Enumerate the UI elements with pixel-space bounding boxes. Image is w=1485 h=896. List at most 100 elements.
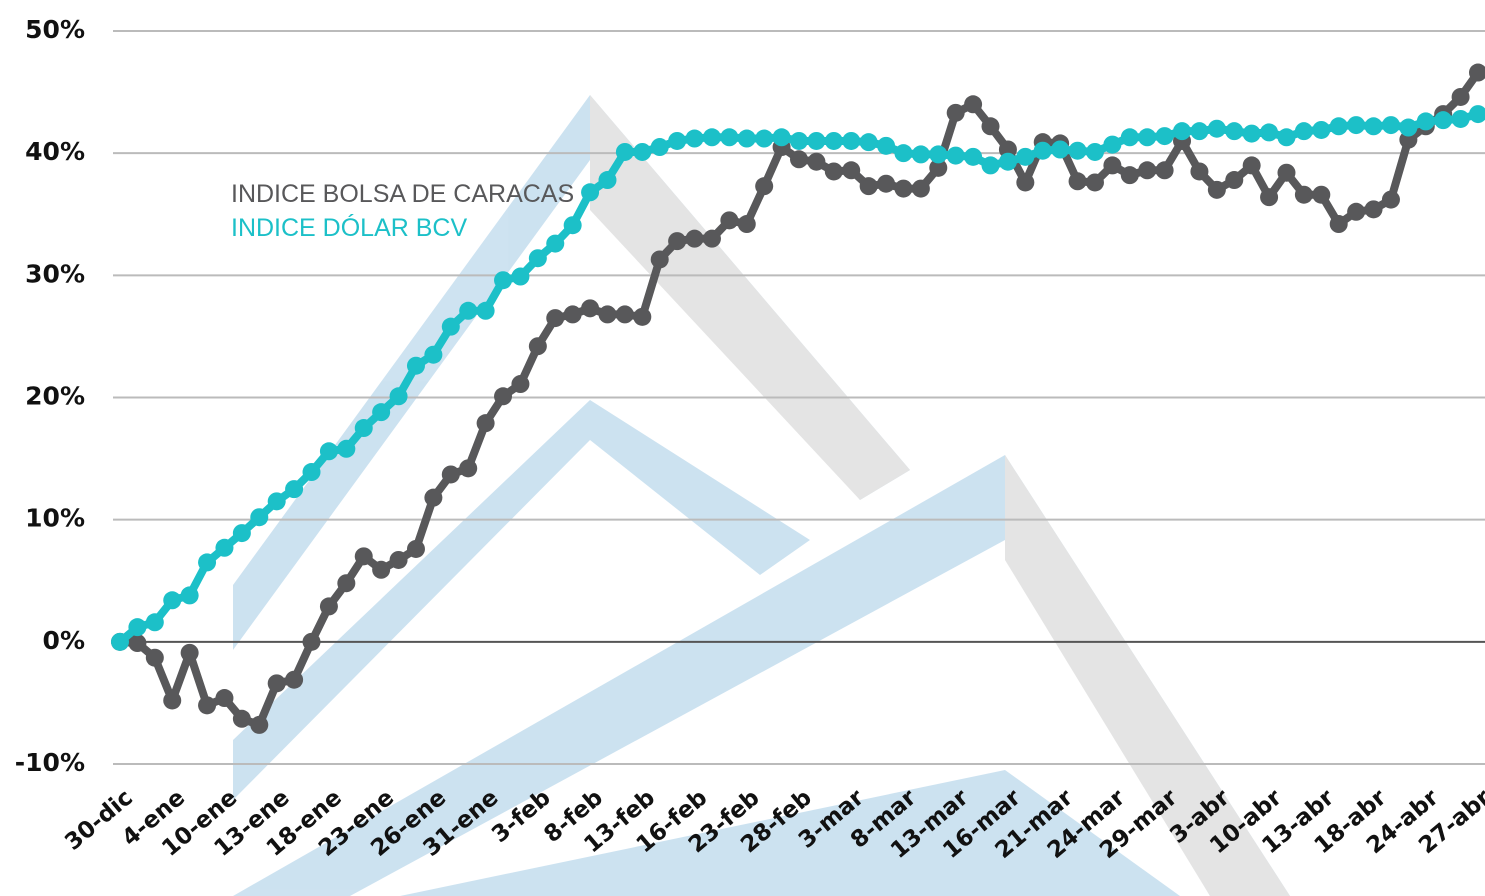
marker [337, 440, 355, 458]
marker [477, 302, 495, 320]
marker [1208, 120, 1226, 138]
marker [686, 130, 704, 148]
marker [1225, 122, 1243, 140]
marker [163, 691, 181, 709]
marker [494, 271, 512, 289]
marker [947, 147, 965, 165]
marker [1016, 148, 1034, 166]
marker [303, 463, 321, 481]
marker [1103, 156, 1121, 174]
marker [198, 696, 216, 714]
marker [459, 459, 477, 477]
marker [633, 143, 651, 161]
marker [860, 177, 878, 195]
marker [825, 162, 843, 180]
marker [720, 211, 738, 229]
marker [703, 230, 721, 248]
marker [424, 489, 442, 507]
marker [1452, 110, 1470, 128]
marker [320, 442, 338, 460]
y-tick-label: 40% [25, 137, 85, 166]
marker [390, 387, 408, 405]
marker [877, 137, 895, 155]
y-tick-label: 0% [43, 626, 85, 655]
marker [1330, 215, 1348, 233]
marker [250, 716, 268, 734]
marker [1243, 125, 1261, 143]
marker [1312, 186, 1330, 204]
marker [616, 305, 634, 323]
marker [442, 318, 460, 336]
marker [842, 161, 860, 179]
marker [1208, 181, 1226, 199]
marker [355, 547, 373, 565]
marker [459, 302, 477, 320]
marker [1156, 127, 1174, 145]
marker [1260, 188, 1278, 206]
y-tick-label: 30% [25, 259, 85, 288]
y-tick-label: 10% [25, 504, 85, 533]
marker [215, 689, 233, 707]
marker [894, 180, 912, 198]
marker [1365, 200, 1383, 218]
marker [1417, 112, 1435, 130]
marker [912, 145, 930, 163]
marker [285, 480, 303, 498]
marker [407, 540, 425, 558]
marker [1469, 105, 1485, 123]
marker [1434, 111, 1452, 129]
marker [146, 613, 164, 631]
marker [947, 104, 965, 122]
marker [894, 144, 912, 162]
y-tick-label: 20% [25, 382, 85, 411]
marker [372, 561, 390, 579]
marker [1382, 116, 1400, 134]
marker [1138, 128, 1156, 146]
marker [1051, 141, 1069, 159]
marker [1347, 203, 1365, 221]
marker [511, 375, 529, 393]
marker [1016, 173, 1034, 191]
marker [546, 309, 564, 327]
chart: -10%0%10%20%30%40%50%30-dic4-ene10-ene13… [0, 0, 1485, 896]
marker [982, 156, 1000, 174]
marker [651, 250, 669, 268]
marker [1382, 191, 1400, 209]
marker [529, 249, 547, 267]
marker [268, 492, 286, 510]
marker [581, 299, 599, 317]
marker [1330, 117, 1348, 135]
marker [1347, 116, 1365, 134]
marker [790, 150, 808, 168]
marker [477, 414, 495, 432]
marker [529, 337, 547, 355]
marker [1121, 166, 1139, 184]
marker [1399, 119, 1417, 137]
marker [668, 232, 686, 250]
marker [215, 539, 233, 557]
marker [442, 465, 460, 483]
marker [964, 95, 982, 113]
marker [668, 132, 686, 150]
marker [581, 183, 599, 201]
marker [1295, 122, 1313, 140]
marker [1034, 142, 1052, 160]
marker [1156, 161, 1174, 179]
page: -10%0%10%20%30%40%50%30-dic4-ene10-ene13… [0, 0, 1485, 896]
marker [1277, 128, 1295, 146]
marker [720, 128, 738, 146]
marker [198, 553, 216, 571]
marker [877, 175, 895, 193]
marker [1190, 122, 1208, 140]
marker [1225, 171, 1243, 189]
marker [181, 586, 199, 604]
marker [146, 649, 164, 667]
marker [1069, 172, 1087, 190]
marker [651, 138, 669, 156]
marker [633, 308, 651, 326]
marker [1121, 128, 1139, 146]
marker [1295, 186, 1313, 204]
marker [1312, 121, 1330, 139]
legend-entry: INDICE BOLSA DE CARACAS [231, 180, 574, 208]
marker [807, 132, 825, 150]
